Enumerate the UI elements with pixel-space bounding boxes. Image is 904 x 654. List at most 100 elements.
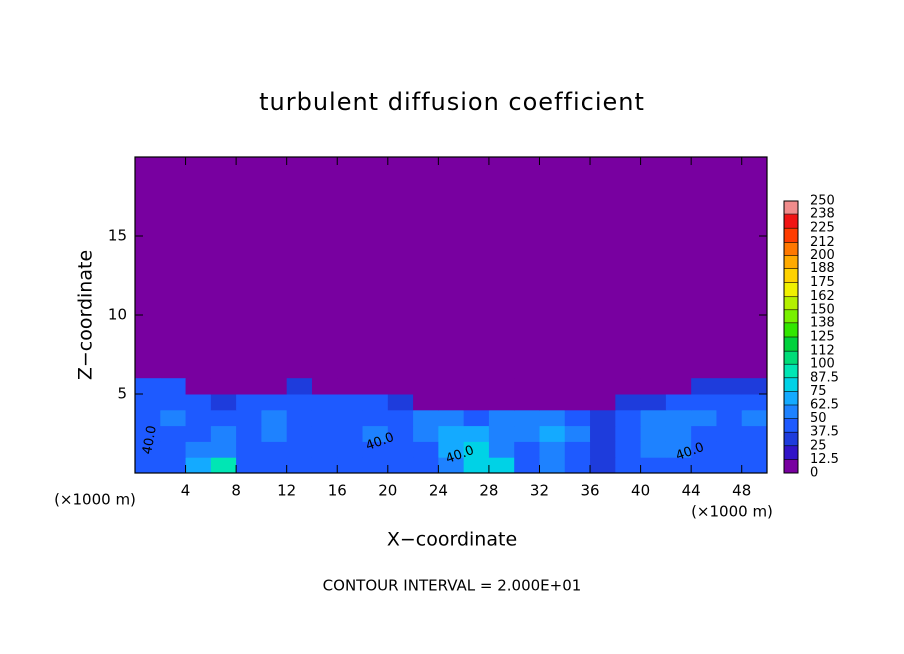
colorbar-label: 0 bbox=[810, 466, 818, 481]
field-cell bbox=[615, 394, 642, 411]
field-cell bbox=[741, 425, 768, 442]
field-cell bbox=[438, 378, 465, 395]
field-cell bbox=[135, 457, 161, 474]
field-cell bbox=[413, 394, 439, 411]
field-cell bbox=[135, 441, 161, 458]
field-cell bbox=[716, 425, 743, 442]
field-cell bbox=[261, 457, 288, 474]
field-cell bbox=[514, 378, 540, 395]
field-cell bbox=[185, 394, 212, 411]
field-cell bbox=[413, 457, 439, 474]
field-cell bbox=[438, 457, 465, 474]
field-cell bbox=[463, 409, 490, 427]
field-cell bbox=[488, 457, 515, 474]
field-cell bbox=[311, 409, 338, 427]
field-cell bbox=[488, 441, 515, 458]
field-cell bbox=[185, 457, 212, 474]
field-cell bbox=[640, 457, 667, 474]
colorbar-swatch bbox=[784, 377, 798, 392]
field-cell bbox=[210, 378, 237, 395]
field-cell bbox=[463, 425, 490, 442]
field-cell bbox=[413, 441, 439, 458]
colorbar-label: 212 bbox=[810, 235, 835, 250]
field-cell bbox=[387, 425, 414, 442]
field-cell bbox=[564, 441, 591, 458]
field-cell bbox=[286, 409, 313, 427]
field-cell bbox=[691, 441, 717, 458]
field-cell bbox=[691, 425, 717, 442]
colorbar-label: 12.5 bbox=[810, 452, 839, 467]
field-cell bbox=[438, 425, 465, 442]
x-tick-label: 32 bbox=[530, 482, 549, 500]
field-cell bbox=[463, 378, 490, 395]
field-cell bbox=[539, 394, 566, 411]
field-cell bbox=[337, 409, 364, 427]
field-cell bbox=[311, 441, 338, 458]
field-cell bbox=[539, 378, 566, 395]
field-cell bbox=[716, 394, 743, 411]
field-cell bbox=[716, 457, 743, 474]
x-tick-label: 36 bbox=[580, 482, 599, 500]
field-cell bbox=[463, 457, 490, 474]
field-cell bbox=[337, 457, 364, 474]
x-axis-label: X−coordinate bbox=[387, 529, 517, 551]
field-cell bbox=[210, 425, 237, 442]
field-cell bbox=[615, 409, 642, 427]
colorbar-label: 200 bbox=[810, 248, 835, 263]
field-cell bbox=[210, 457, 237, 474]
field-cell bbox=[387, 457, 414, 474]
y-tick-label: 15 bbox=[108, 227, 127, 245]
colorbar-swatch bbox=[784, 337, 798, 352]
x-tick-label: 28 bbox=[479, 482, 498, 500]
field-cell bbox=[286, 394, 313, 411]
x-tick-label: 20 bbox=[378, 482, 397, 500]
colorbar-label: 25 bbox=[810, 438, 827, 453]
field-cell bbox=[236, 394, 262, 411]
field-cell bbox=[160, 394, 187, 411]
field-cell bbox=[665, 425, 692, 442]
field-cell bbox=[387, 441, 414, 458]
field-cell bbox=[463, 441, 490, 458]
field-cell bbox=[488, 425, 515, 442]
field-cell bbox=[488, 409, 515, 427]
field-cell bbox=[691, 409, 717, 427]
field-cell bbox=[160, 441, 187, 458]
field-cell bbox=[387, 409, 414, 427]
colorbar-swatch bbox=[784, 432, 798, 447]
colorbar-label: 175 bbox=[810, 275, 835, 290]
x-tick-label: 4 bbox=[181, 482, 191, 500]
field-cell bbox=[564, 425, 591, 442]
colorbar-swatch bbox=[784, 228, 798, 243]
field-cell bbox=[362, 378, 389, 395]
colorbar-swatch bbox=[784, 351, 798, 365]
field-cell bbox=[286, 378, 313, 395]
colorbar-label: 37.5 bbox=[810, 425, 839, 440]
field-cell bbox=[615, 457, 642, 474]
field-cell bbox=[438, 409, 465, 427]
colorbar-label: 75 bbox=[810, 384, 827, 399]
colorbar-label: 87.5 bbox=[810, 370, 839, 385]
field-cell bbox=[160, 457, 187, 474]
field-cell bbox=[261, 378, 288, 395]
field-cell bbox=[261, 441, 288, 458]
x-unit: (×1000 m) bbox=[54, 491, 136, 509]
field-cell bbox=[665, 409, 692, 427]
field-cell bbox=[590, 425, 616, 442]
colorbar-swatch bbox=[784, 445, 798, 460]
field-cell bbox=[135, 378, 161, 395]
x-tick-label: 16 bbox=[328, 482, 347, 500]
field-cell bbox=[286, 425, 313, 442]
field-cell bbox=[311, 425, 338, 442]
colorbar-label: 150 bbox=[810, 302, 835, 317]
colorbar-swatch bbox=[784, 268, 798, 283]
field-cell bbox=[236, 457, 262, 474]
field-cell bbox=[362, 425, 389, 442]
field-cell bbox=[337, 394, 364, 411]
field-cell bbox=[236, 378, 262, 395]
colorbar-label: 188 bbox=[810, 261, 835, 276]
colorbar-swatch bbox=[784, 309, 798, 324]
chart-title: turbulent diffusion coefficient bbox=[259, 88, 645, 116]
field-cell bbox=[236, 409, 262, 427]
field-cell bbox=[210, 441, 237, 458]
